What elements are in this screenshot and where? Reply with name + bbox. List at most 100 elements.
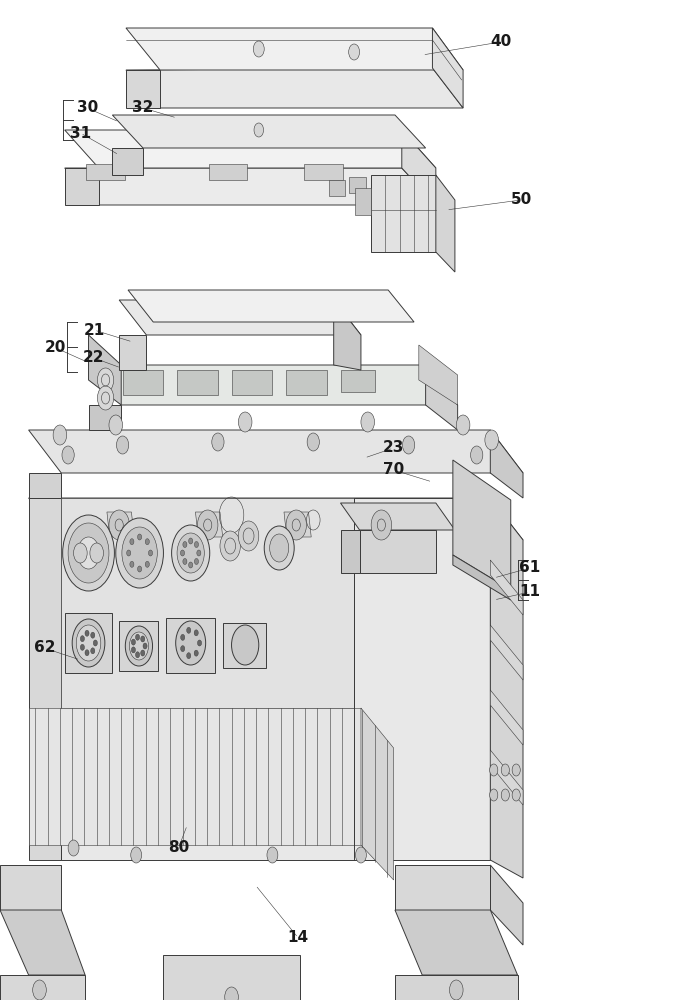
Polygon shape — [361, 708, 394, 880]
Text: 14: 14 — [287, 930, 309, 945]
Circle shape — [238, 412, 252, 432]
Polygon shape — [453, 460, 511, 590]
Circle shape — [270, 534, 289, 562]
Circle shape — [97, 386, 114, 410]
Circle shape — [141, 650, 145, 656]
Polygon shape — [490, 690, 523, 745]
Circle shape — [355, 847, 366, 863]
Circle shape — [145, 539, 149, 545]
Circle shape — [97, 368, 114, 392]
Circle shape — [138, 566, 142, 572]
Circle shape — [194, 630, 198, 636]
Circle shape — [91, 648, 95, 654]
Circle shape — [180, 646, 185, 652]
Circle shape — [197, 550, 201, 556]
Circle shape — [512, 764, 520, 776]
Polygon shape — [89, 405, 121, 430]
Circle shape — [109, 510, 129, 540]
Circle shape — [91, 632, 95, 638]
Circle shape — [253, 41, 264, 57]
Circle shape — [512, 789, 520, 801]
Polygon shape — [334, 300, 361, 370]
Circle shape — [125, 626, 153, 666]
Circle shape — [122, 527, 157, 579]
Polygon shape — [107, 512, 134, 537]
Polygon shape — [349, 177, 366, 193]
Text: 32: 32 — [132, 101, 154, 115]
Circle shape — [183, 542, 187, 548]
Polygon shape — [29, 473, 61, 498]
Circle shape — [130, 539, 134, 545]
Circle shape — [183, 558, 187, 564]
Text: 20: 20 — [45, 340, 67, 356]
Circle shape — [220, 531, 240, 561]
Circle shape — [85, 630, 89, 636]
Circle shape — [109, 415, 123, 435]
Polygon shape — [65, 168, 99, 205]
Circle shape — [267, 847, 278, 863]
Polygon shape — [65, 130, 436, 168]
Polygon shape — [395, 975, 518, 1000]
Circle shape — [402, 436, 415, 454]
Circle shape — [449, 980, 463, 1000]
Circle shape — [194, 558, 198, 564]
Polygon shape — [126, 28, 463, 70]
Polygon shape — [119, 621, 158, 671]
Circle shape — [501, 789, 509, 801]
Circle shape — [131, 639, 136, 645]
Text: 50: 50 — [510, 192, 532, 208]
Polygon shape — [0, 975, 85, 1000]
Polygon shape — [490, 865, 523, 945]
Polygon shape — [436, 175, 455, 272]
Circle shape — [148, 550, 153, 556]
Circle shape — [53, 425, 67, 445]
Polygon shape — [284, 512, 311, 537]
Circle shape — [197, 640, 202, 646]
Polygon shape — [61, 498, 354, 708]
Polygon shape — [128, 290, 414, 322]
Polygon shape — [65, 613, 112, 673]
Polygon shape — [490, 430, 523, 498]
Circle shape — [176, 621, 206, 665]
Polygon shape — [209, 164, 247, 180]
Text: 40: 40 — [490, 34, 511, 49]
Polygon shape — [61, 498, 490, 860]
Polygon shape — [126, 70, 160, 108]
Text: 30: 30 — [76, 101, 98, 115]
Polygon shape — [419, 345, 458, 405]
Circle shape — [33, 980, 46, 1000]
Circle shape — [68, 523, 109, 583]
Circle shape — [138, 534, 142, 540]
Circle shape — [194, 542, 198, 548]
Circle shape — [371, 510, 392, 540]
Polygon shape — [490, 498, 523, 878]
Text: 22: 22 — [83, 351, 105, 365]
Circle shape — [127, 550, 131, 556]
Circle shape — [286, 510, 306, 540]
Polygon shape — [490, 560, 523, 615]
Circle shape — [254, 123, 264, 137]
Circle shape — [238, 521, 259, 551]
Polygon shape — [112, 115, 426, 148]
Circle shape — [212, 433, 224, 451]
Text: 11: 11 — [520, 584, 540, 599]
Circle shape — [90, 543, 104, 563]
Polygon shape — [0, 865, 61, 910]
Polygon shape — [286, 370, 327, 395]
Circle shape — [180, 634, 185, 640]
Circle shape — [180, 550, 185, 556]
Polygon shape — [86, 164, 125, 180]
Circle shape — [116, 436, 129, 454]
Circle shape — [361, 412, 375, 432]
Polygon shape — [29, 708, 361, 845]
Circle shape — [116, 518, 163, 588]
Circle shape — [76, 625, 101, 661]
Text: 31: 31 — [69, 125, 91, 140]
Polygon shape — [29, 498, 523, 540]
Polygon shape — [369, 512, 396, 537]
Polygon shape — [355, 188, 371, 215]
Polygon shape — [119, 300, 361, 335]
Circle shape — [490, 789, 498, 801]
Polygon shape — [395, 865, 490, 910]
Polygon shape — [123, 370, 163, 395]
